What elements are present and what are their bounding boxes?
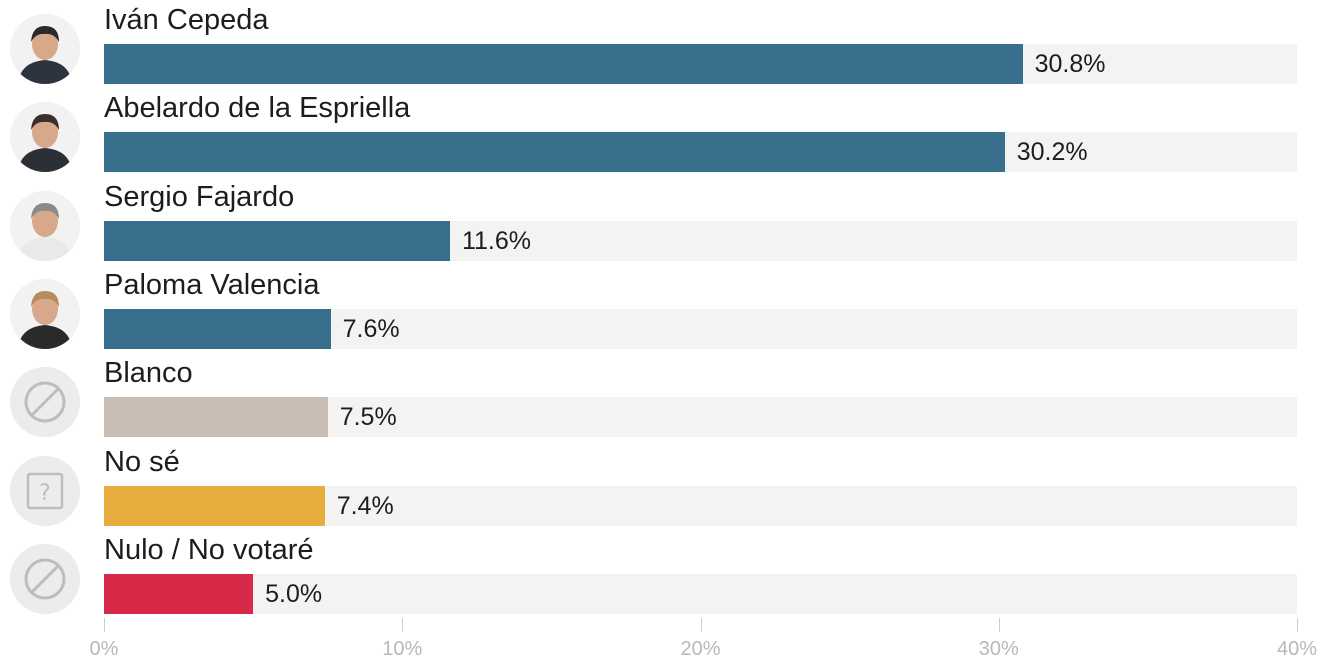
x-tick-label: 40% bbox=[1276, 638, 1318, 660]
category-label: Sergio Fajardo bbox=[104, 180, 295, 213]
x-tick bbox=[1297, 618, 1298, 632]
bar-track: 7.5% bbox=[104, 397, 1297, 438]
x-tick-label: 20% bbox=[680, 638, 721, 660]
x-tick-label: 10% bbox=[382, 638, 423, 660]
bar-row: Abelardo de la Espriella 30.2% bbox=[0, 88, 1322, 176]
x-axis: 0% 10% 20% 30% 40% bbox=[90, 618, 1317, 666]
category-label: Abelardo de la Espriella bbox=[104, 92, 411, 125]
x-tick bbox=[998, 618, 1000, 632]
bar bbox=[104, 573, 254, 614]
bar-row: Sergio Fajardo 11.6% bbox=[0, 177, 1322, 265]
candidate-photo bbox=[10, 14, 80, 84]
bar-track: 11.6% bbox=[104, 220, 1297, 261]
bar-row: ? No sé 7.4% bbox=[0, 442, 1322, 530]
candidate-photo bbox=[10, 190, 80, 261]
question-icon: ? bbox=[10, 455, 80, 526]
category-label: No sé bbox=[104, 445, 180, 478]
value-label: 7.4% bbox=[336, 491, 394, 520]
category-label: Iván Cepeda bbox=[104, 4, 269, 36]
x-tick-label: 0% bbox=[89, 638, 119, 660]
category-label: Paloma Valencia bbox=[104, 268, 320, 301]
x-tick bbox=[700, 618, 702, 632]
bar-track: 7.4% bbox=[104, 485, 1297, 526]
bar bbox=[104, 220, 450, 261]
bar bbox=[104, 485, 325, 526]
bar bbox=[104, 308, 331, 349]
bar-track: 7.6% bbox=[104, 308, 1297, 349]
bar-track: 30.8% bbox=[104, 44, 1297, 84]
value-label: 30.8% bbox=[1034, 50, 1106, 78]
value-label: 5.0% bbox=[265, 579, 323, 608]
bar bbox=[104, 44, 1023, 84]
bar bbox=[104, 397, 328, 438]
bar-row: Iván Cepeda 30.8% bbox=[0, 0, 1322, 88]
bar-track: 30.2% bbox=[104, 132, 1297, 173]
bar-row: Paloma Valencia 7.6% bbox=[0, 265, 1322, 353]
category-label: Blanco bbox=[104, 357, 193, 390]
candidate-photo bbox=[10, 102, 80, 173]
value-label: 7.5% bbox=[339, 403, 397, 432]
value-label: 7.6% bbox=[342, 314, 400, 343]
candidate-photo bbox=[10, 278, 80, 349]
x-tick bbox=[104, 618, 105, 632]
x-tick-label: 30% bbox=[978, 638, 1019, 660]
category-label: Nulo / No votaré bbox=[104, 533, 314, 566]
bar bbox=[104, 132, 1005, 173]
value-label: 30.2% bbox=[1016, 138, 1088, 167]
bar-track: 5.0% bbox=[104, 573, 1297, 614]
bar-row: Blanco 7.5% bbox=[0, 353, 1322, 441]
blocked-icon bbox=[10, 367, 80, 438]
x-tick bbox=[402, 618, 404, 632]
svg-text:?: ? bbox=[39, 481, 51, 506]
bar-row: Nulo / No votaré 5.0% bbox=[0, 530, 1322, 618]
value-label: 11.6% bbox=[461, 226, 531, 255]
blocked-icon bbox=[10, 543, 80, 614]
